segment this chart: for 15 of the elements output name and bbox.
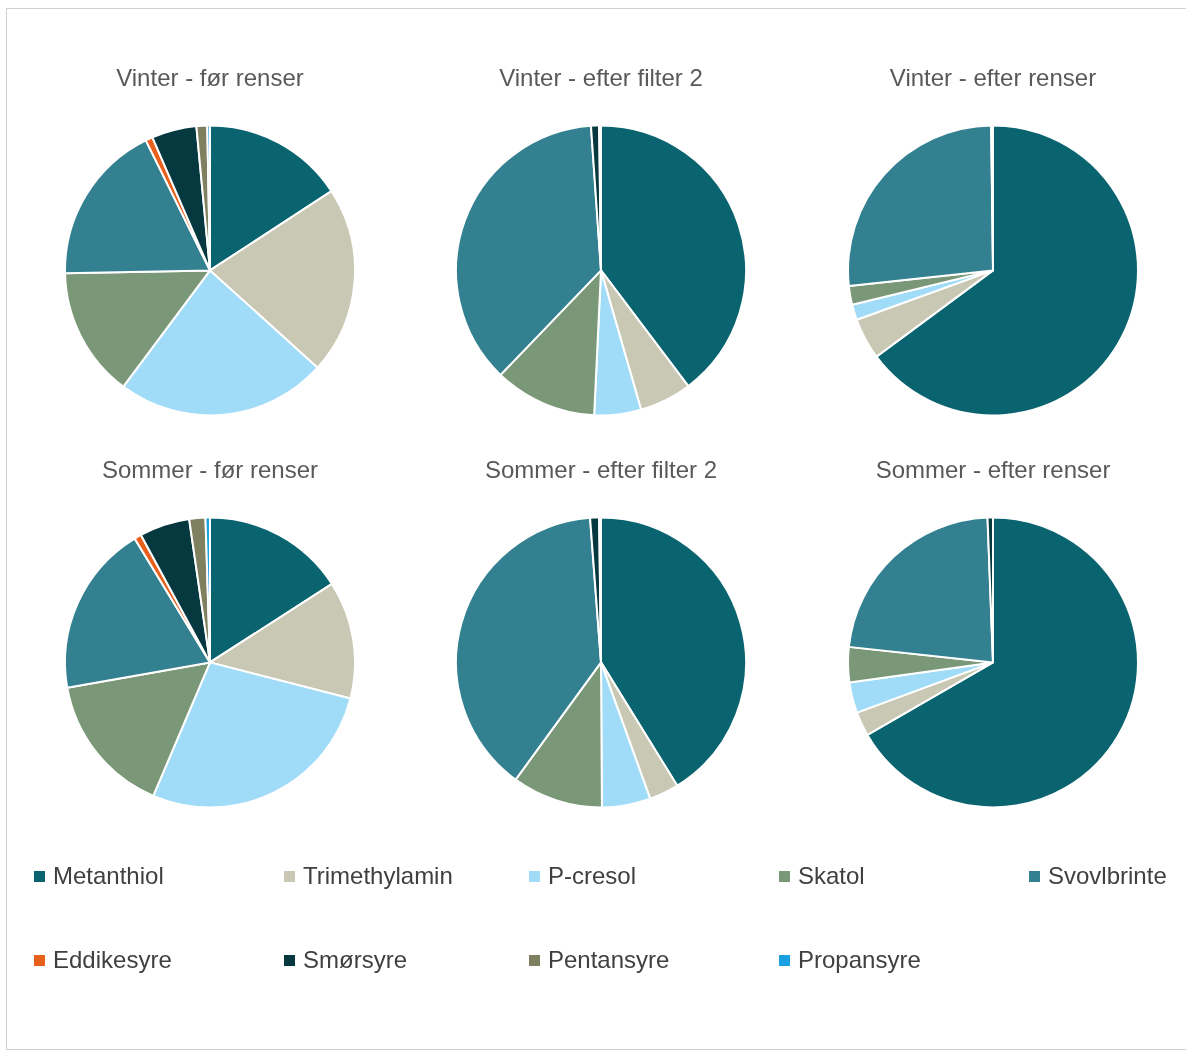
chart-title: Vinter - efter renser <box>889 64 1097 92</box>
chart-title: Vinter - før renser <box>116 64 304 92</box>
legend-label: P-cresol <box>548 862 637 890</box>
legend-label: Smørsyre <box>303 946 407 974</box>
legend-label: Pentansyre <box>548 946 670 974</box>
legend-label: Svovlbrinte <box>1048 862 1167 890</box>
legend-label: Skatol <box>798 862 865 890</box>
chart-title: Vinter - efter filter 2 <box>499 64 703 92</box>
legend-label: Metanthiol <box>53 862 164 890</box>
legend-label: Eddikesyre <box>53 946 172 974</box>
legend-label: Trimethylamin <box>303 862 453 890</box>
chart-title: Sommer - før renser <box>101 456 319 484</box>
chart-title: Sommer - efter filter 2 <box>484 456 718 484</box>
legend-label: Propansyre <box>798 946 921 974</box>
chart-title: Sommer - efter renser <box>875 456 1111 484</box>
